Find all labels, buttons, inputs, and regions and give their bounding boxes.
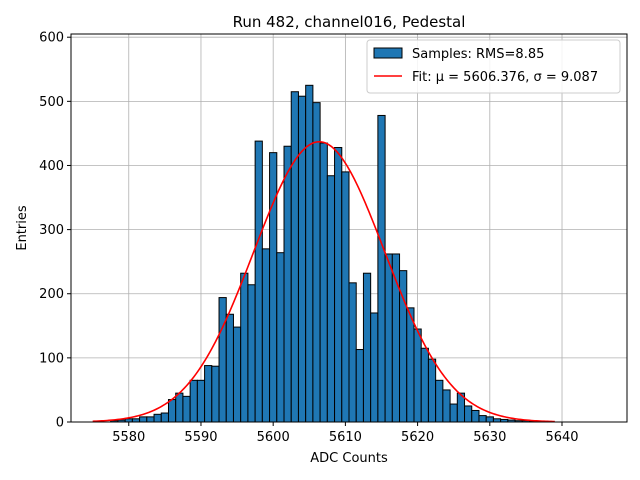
legend-samples-label: Samples: RMS=8.85 [412,47,544,62]
y-tick-label: 0 [56,416,64,431]
legend-fit-label: Fit: μ = 5606.376, σ = 9.087 [412,70,598,85]
histogram-bar [225,313,234,423]
histogram-bar [261,248,271,423]
y-tick-label: 200 [39,287,64,302]
x-tick-label: 5620 [401,430,434,445]
histogram-bar [485,416,494,423]
x-tick-label: 5630 [473,430,506,445]
x-tick-label: 5640 [545,430,578,445]
legend-box [366,39,621,94]
histogram-bar [312,102,321,423]
x-axis-ticks: 5580 5590 5600 5610 5620 5630 5640 [112,422,579,445]
histogram-bar [326,175,336,423]
legend-samples-swatch [373,47,403,59]
histogram-bar [362,272,372,423]
histogram-bar [153,413,162,423]
y-tick-label: 400 [39,159,64,174]
histogram-bar [435,379,444,423]
y-tick-label: 300 [39,223,64,238]
x-axis-label: ADC Counts [310,451,388,466]
histogram-bar [297,95,307,423]
histogram-bar [283,145,292,423]
histogram-bar [269,152,278,423]
histogram-bar [319,142,328,423]
histogram-bar [182,395,191,423]
histogram-bar [167,399,177,423]
plot-frame [70,33,628,423]
histogram-bar [377,114,386,423]
histogram-bar [160,412,169,423]
histogram-bar [139,416,148,423]
histogram-bar [442,389,451,423]
histogram-bar [204,365,213,423]
histogram-bar [406,307,415,423]
histogram-bar [276,252,285,423]
histogram-bar [247,284,256,423]
histogram-bar [290,91,299,423]
histogram-bar [420,347,429,423]
histogram-bar [471,409,480,423]
y-tick-label: 500 [39,95,64,110]
histogram-bar [427,358,437,423]
histogram-bar [218,297,227,423]
x-tick-label: 5600 [257,430,290,445]
y-tick-label: 600 [39,31,64,46]
histogram-bar [254,140,263,423]
histogram-bar [341,171,350,423]
y-axis-label: Entries [15,205,30,251]
x-tick-label: 5590 [184,430,217,445]
histogram-bar [464,405,473,423]
histogram-bar [370,312,379,423]
histogram-bar [449,403,458,423]
histogram-bar [334,147,343,423]
histogram-bar [348,282,357,423]
histogram-bar [189,379,198,423]
histogram-bar [146,416,155,423]
gaussian-fit-curve [92,140,555,423]
histogram-bar [211,365,220,423]
histogram-bar [478,415,487,423]
chart-title: Run 482, channel016, Pedestal [233,13,466,31]
x-tick-label: 5580 [112,430,145,445]
histogram-bar [240,272,249,423]
histogram-bar [232,326,242,423]
histogram-bar [196,379,206,423]
x-tick-label: 5610 [329,430,362,445]
histogram-bar [413,328,422,423]
legend: Samples: RMS=8.85 Fit: μ = 5606.376, σ =… [366,39,621,94]
histogram-bar [175,392,184,423]
histogram-bar [355,349,364,423]
histogram-bar [384,253,393,423]
y-tick-label: 100 [39,351,64,366]
y-axis-ticks: 0 100 200 300 400 500 600 [39,31,71,431]
histogram-bar [305,84,314,423]
